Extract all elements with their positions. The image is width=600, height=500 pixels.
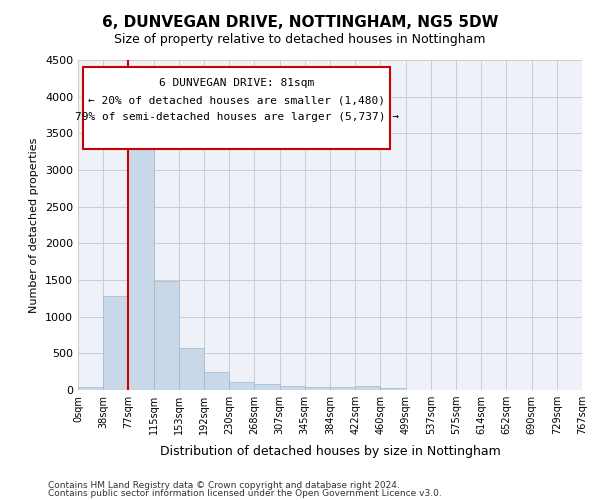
Y-axis label: Number of detached properties: Number of detached properties — [29, 138, 40, 312]
Text: Contains public sector information licensed under the Open Government Licence v3: Contains public sector information licen… — [48, 489, 442, 498]
Bar — [179, 348, 204, 390]
Text: Size of property relative to detached houses in Nottingham: Size of property relative to detached ho… — [114, 32, 486, 46]
Bar — [305, 388, 330, 390]
Text: 6, DUNVEGAN DRIVE, NOTTINGHAM, NG5 5DW: 6, DUNVEGAN DRIVE, NOTTINGHAM, NG5 5DW — [102, 15, 498, 30]
Bar — [355, 386, 380, 390]
Bar — [330, 388, 355, 390]
Text: 6 DUNVEGAN DRIVE: 81sqm: 6 DUNVEGAN DRIVE: 81sqm — [159, 78, 314, 88]
Bar — [229, 382, 254, 390]
Text: ← 20% of detached houses are smaller (1,480): ← 20% of detached houses are smaller (1,… — [88, 96, 385, 106]
FancyBboxPatch shape — [83, 66, 391, 149]
Text: 79% of semi-detached houses are larger (5,737) →: 79% of semi-detached houses are larger (… — [75, 112, 399, 122]
Bar — [204, 372, 229, 390]
Bar — [154, 282, 179, 390]
Bar — [128, 132, 154, 390]
Bar — [280, 386, 305, 390]
Bar — [254, 384, 280, 390]
Bar — [380, 388, 406, 390]
Text: Contains HM Land Registry data © Crown copyright and database right 2024.: Contains HM Land Registry data © Crown c… — [48, 481, 400, 490]
Bar — [103, 296, 128, 390]
Bar — [78, 387, 103, 390]
X-axis label: Distribution of detached houses by size in Nottingham: Distribution of detached houses by size … — [160, 446, 500, 458]
